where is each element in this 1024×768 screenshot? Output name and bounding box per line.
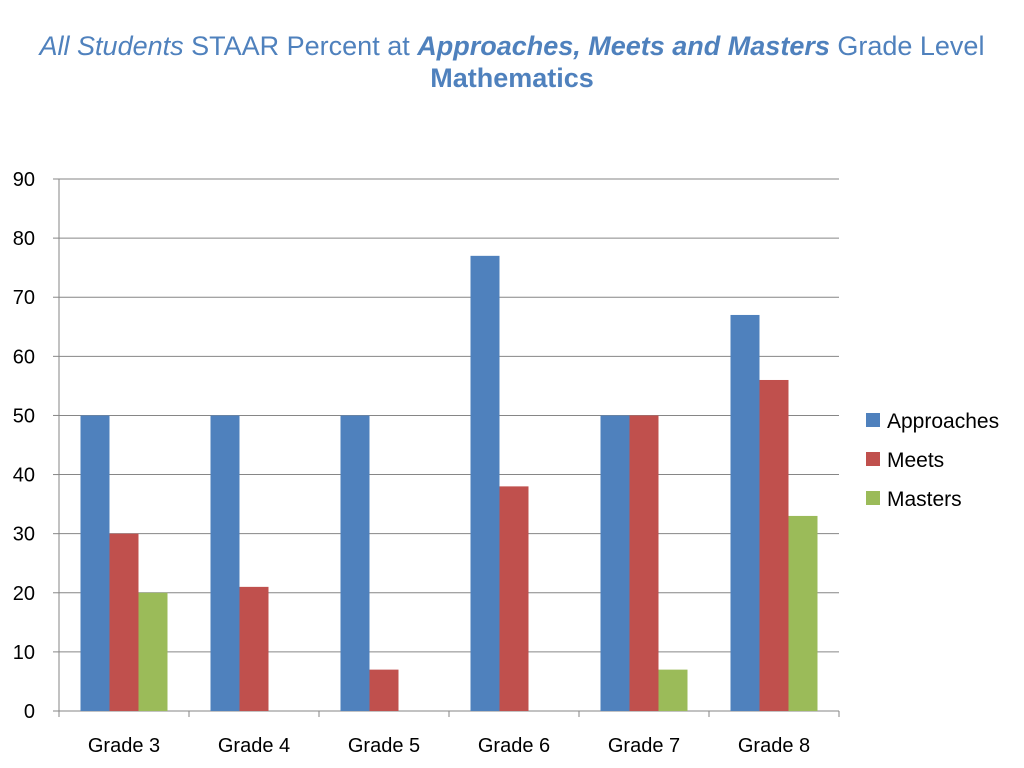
x-tick-label-grade-6: Grade 6 bbox=[478, 735, 550, 757]
bar-approaches-grade-6 bbox=[470, 255, 500, 711]
legend-label-meets: Meets bbox=[887, 449, 944, 472]
legend-swatch-approaches bbox=[866, 413, 880, 427]
bar-masters-grade-3 bbox=[138, 592, 168, 711]
x-tick-label-grade-5: Grade 5 bbox=[348, 735, 420, 757]
bar-masters-grade-7 bbox=[658, 669, 688, 711]
y-tick-label-90: 90 bbox=[13, 169, 35, 191]
legend-label-masters: Masters bbox=[887, 488, 962, 511]
y-tick-label-40: 40 bbox=[13, 465, 35, 487]
y-tick-label-50: 50 bbox=[13, 405, 35, 427]
title-grade-level: Grade Level bbox=[829, 31, 985, 61]
legend-swatch-masters bbox=[866, 491, 880, 505]
y-tick-label-80: 80 bbox=[13, 228, 35, 250]
y-tick-label-70: 70 bbox=[13, 287, 35, 309]
bar-approaches-grade-4 bbox=[210, 415, 240, 711]
x-tick-label-grade-4: Grade 4 bbox=[218, 735, 290, 757]
bar-masters-grade-8 bbox=[788, 515, 818, 711]
y-tick-label-30: 30 bbox=[13, 524, 35, 546]
title-levels: Approaches, Meets and Masters bbox=[417, 31, 830, 61]
bar-meets-grade-4 bbox=[239, 586, 269, 711]
bar-meets-grade-5 bbox=[369, 669, 399, 711]
bar-approaches-grade-3 bbox=[80, 415, 110, 711]
x-tick-label-grade-7: Grade 7 bbox=[608, 735, 680, 757]
chart-title-line1: All Students STAAR Percent at Approaches… bbox=[0, 30, 1024, 62]
chart-subtitle: Mathematics bbox=[430, 63, 594, 93]
chart-title: All Students STAAR Percent at Approaches… bbox=[0, 30, 1024, 94]
bar-approaches-grade-7 bbox=[600, 415, 630, 711]
title-staar-text: STAAR Percent at bbox=[183, 31, 418, 61]
bar-meets-grade-8 bbox=[759, 379, 789, 711]
x-tick-label-grade-3: Grade 3 bbox=[88, 735, 160, 757]
bar-meets-grade-6 bbox=[499, 486, 529, 711]
bar-approaches-grade-5 bbox=[340, 415, 370, 711]
title-all-students: All Students bbox=[39, 31, 184, 61]
legend-label-approaches: Approaches bbox=[887, 410, 999, 433]
y-tick-label-60: 60 bbox=[13, 346, 35, 368]
bar-meets-grade-7 bbox=[629, 415, 659, 711]
legend-swatch-meets bbox=[866, 452, 880, 466]
y-tick-label-0: 0 bbox=[24, 701, 35, 723]
bar-meets-grade-3 bbox=[109, 533, 139, 711]
y-tick-label-10: 10 bbox=[13, 642, 35, 664]
y-tick-label-20: 20 bbox=[13, 583, 35, 605]
bar-approaches-grade-8 bbox=[730, 314, 760, 711]
x-tick-label-grade-8: Grade 8 bbox=[738, 735, 810, 757]
